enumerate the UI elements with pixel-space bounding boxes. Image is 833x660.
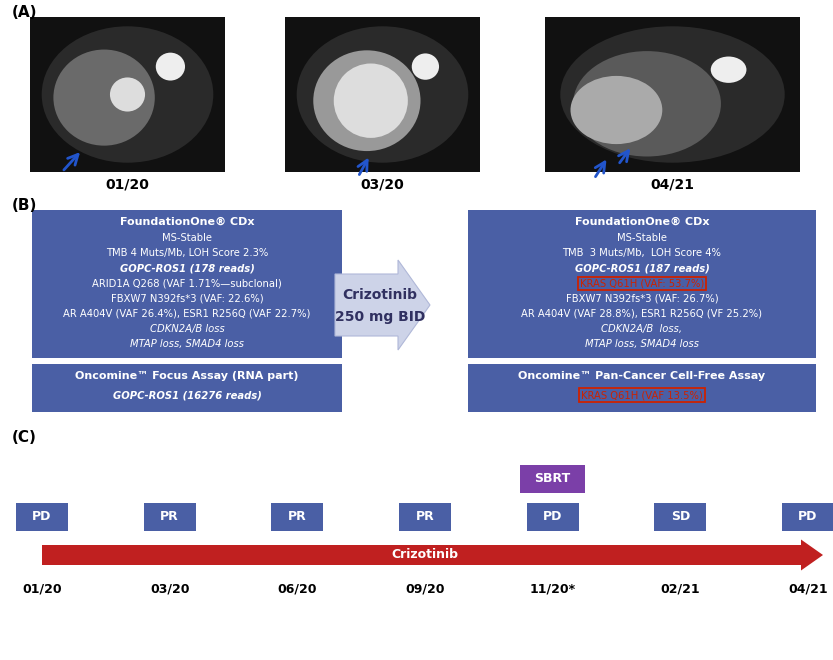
FancyArrow shape bbox=[335, 260, 430, 350]
Ellipse shape bbox=[711, 57, 746, 83]
Text: PD: PD bbox=[798, 510, 818, 523]
Bar bbox=[526, 503, 579, 531]
Ellipse shape bbox=[561, 26, 785, 163]
Text: AR A404V (VAF 26.4%), ESR1 R256Q (VAF 22.7%): AR A404V (VAF 26.4%), ESR1 R256Q (VAF 22… bbox=[63, 309, 311, 319]
Ellipse shape bbox=[156, 53, 185, 81]
Text: KRAS Q61H (VAF 13.5%): KRAS Q61H (VAF 13.5%) bbox=[581, 390, 703, 400]
Text: GOPC-ROS1 (187 reads): GOPC-ROS1 (187 reads) bbox=[575, 263, 710, 273]
Ellipse shape bbox=[412, 53, 439, 80]
Bar bbox=[285, 17, 480, 172]
Ellipse shape bbox=[110, 77, 145, 112]
Text: MS-Stable: MS-Stable bbox=[162, 232, 212, 243]
Text: CDKN2A/B  loss,: CDKN2A/B loss, bbox=[601, 324, 682, 334]
Text: Oncomine™ Focus Assay (RNA part): Oncomine™ Focus Assay (RNA part) bbox=[75, 371, 299, 381]
Text: Crizotinib: Crizotinib bbox=[392, 548, 458, 562]
Text: 250 mg BID: 250 mg BID bbox=[335, 310, 425, 324]
Text: GOPC-ROS1 (178 reads): GOPC-ROS1 (178 reads) bbox=[120, 263, 254, 273]
Text: GOPC-ROS1 (16276 reads): GOPC-ROS1 (16276 reads) bbox=[112, 390, 262, 400]
Ellipse shape bbox=[313, 50, 421, 151]
Text: PR: PR bbox=[416, 510, 434, 523]
Bar bbox=[545, 17, 800, 172]
Text: MS-Stable: MS-Stable bbox=[617, 232, 667, 243]
Text: FBXW7 N392fs*3 (VAF: 22.6%): FBXW7 N392fs*3 (VAF: 22.6%) bbox=[111, 294, 263, 304]
Bar bbox=[468, 364, 816, 412]
Text: Oncomine™ Pan-Cancer Cell-Free Assay: Oncomine™ Pan-Cancer Cell-Free Assay bbox=[518, 371, 766, 381]
Text: ARID1A Q268 (VAF 1.71%—subclonal): ARID1A Q268 (VAF 1.71%—subclonal) bbox=[92, 279, 282, 288]
Bar bbox=[16, 503, 68, 531]
Text: 09/20: 09/20 bbox=[405, 583, 445, 596]
FancyArrow shape bbox=[42, 539, 823, 570]
Text: TMB 4 Muts/Mb, LOH Score 2.3%: TMB 4 Muts/Mb, LOH Score 2.3% bbox=[106, 248, 268, 258]
Text: (B): (B) bbox=[12, 198, 37, 213]
Bar bbox=[30, 17, 225, 172]
Text: CDKN2A/B loss: CDKN2A/B loss bbox=[150, 324, 224, 334]
Ellipse shape bbox=[53, 50, 155, 146]
Text: PR: PR bbox=[288, 510, 307, 523]
Text: Crizotinib: Crizotinib bbox=[342, 288, 417, 302]
Text: (A): (A) bbox=[12, 5, 37, 20]
Bar bbox=[655, 503, 706, 531]
Text: KRAS Q61H (VAF: 53.7%): KRAS Q61H (VAF: 53.7%) bbox=[580, 279, 704, 288]
Text: (C): (C) bbox=[12, 430, 37, 445]
Text: PD: PD bbox=[32, 510, 52, 523]
Bar bbox=[32, 210, 342, 358]
Text: FBXW7 N392fs*3 (VAF: 26.7%): FBXW7 N392fs*3 (VAF: 26.7%) bbox=[566, 294, 718, 304]
Text: PR: PR bbox=[160, 510, 179, 523]
Text: FoundationOne® CDx: FoundationOne® CDx bbox=[120, 217, 254, 227]
Text: TMB  3 Muts/Mb,  LOH Score 4%: TMB 3 Muts/Mb, LOH Score 4% bbox=[562, 248, 721, 258]
Text: MTAP loss, SMAD4 loss: MTAP loss, SMAD4 loss bbox=[585, 339, 699, 349]
Text: 04/21: 04/21 bbox=[788, 583, 828, 596]
Text: 01/20: 01/20 bbox=[106, 178, 149, 192]
Text: 03/20: 03/20 bbox=[361, 178, 404, 192]
Text: SBRT: SBRT bbox=[535, 473, 571, 486]
Bar bbox=[520, 465, 585, 493]
Text: 03/20: 03/20 bbox=[150, 583, 189, 596]
Text: FoundationOne® CDx: FoundationOne® CDx bbox=[575, 217, 709, 227]
Bar bbox=[399, 503, 451, 531]
Text: 06/20: 06/20 bbox=[277, 583, 317, 596]
Ellipse shape bbox=[334, 63, 408, 138]
Text: PD: PD bbox=[543, 510, 562, 523]
Text: 11/20*: 11/20* bbox=[530, 583, 576, 596]
Ellipse shape bbox=[573, 51, 721, 156]
Text: 01/20: 01/20 bbox=[22, 583, 62, 596]
Text: AR A404V (VAF 28.8%), ESR1 R256Q (VF 25.2%): AR A404V (VAF 28.8%), ESR1 R256Q (VF 25.… bbox=[521, 309, 762, 319]
Bar bbox=[272, 503, 323, 531]
Ellipse shape bbox=[297, 26, 468, 163]
Text: 04/21: 04/21 bbox=[651, 178, 695, 192]
Bar bbox=[468, 210, 816, 358]
Bar bbox=[32, 364, 342, 412]
Ellipse shape bbox=[571, 76, 662, 144]
Bar bbox=[143, 503, 196, 531]
Text: SD: SD bbox=[671, 510, 690, 523]
Ellipse shape bbox=[42, 26, 213, 163]
Text: 02/21: 02/21 bbox=[661, 583, 701, 596]
Text: MTAP loss, SMAD4 loss: MTAP loss, SMAD4 loss bbox=[130, 339, 244, 349]
Bar bbox=[782, 503, 833, 531]
